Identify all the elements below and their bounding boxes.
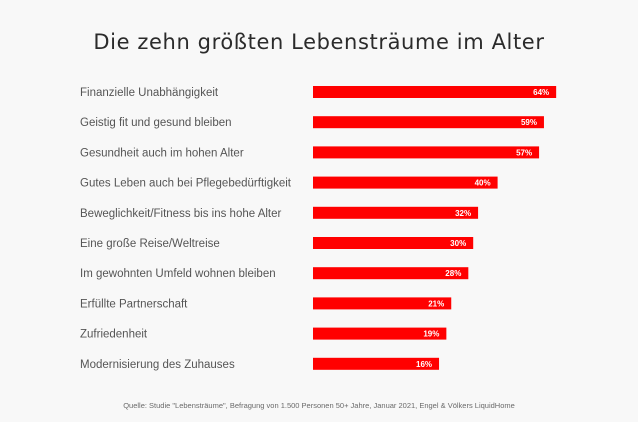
category-label: Modernisierung des Zuhauses bbox=[80, 359, 235, 371]
category-label: Im gewohnten Umfeld wohnen bleiben bbox=[80, 268, 276, 280]
category-label: Zufriedenheit bbox=[80, 329, 148, 341]
bar bbox=[313, 297, 452, 310]
chart-title: Die zehn größten Lebensträume im Alter bbox=[93, 30, 545, 54]
value-label: 64% bbox=[533, 88, 549, 97]
bar bbox=[313, 237, 474, 249]
bar bbox=[313, 146, 540, 159]
bar bbox=[313, 267, 469, 280]
bar bbox=[313, 206, 479, 219]
bar bbox=[313, 327, 447, 340]
category-label: Finanzielle Unabhängigkeit bbox=[80, 87, 219, 99]
value-label: 30% bbox=[450, 239, 466, 248]
value-label: 28% bbox=[445, 269, 461, 278]
value-label: 57% bbox=[516, 148, 532, 157]
category-label: Gutes Leben auch bei Pflegebedürftigkeit bbox=[80, 178, 292, 190]
category-label: Eine große Reise/Weltreise bbox=[80, 238, 220, 250]
value-label: 19% bbox=[423, 330, 439, 339]
bar bbox=[313, 357, 440, 370]
value-label: 32% bbox=[455, 209, 471, 218]
value-label: 16% bbox=[416, 360, 432, 369]
bar bbox=[313, 116, 544, 129]
category-label: Gesundheit auch im hohen Alter bbox=[80, 147, 244, 159]
bar bbox=[313, 86, 557, 98]
category-label: Erfüllte Partnerschaft bbox=[80, 298, 188, 310]
value-label: 59% bbox=[521, 118, 537, 127]
source-note: Quelle: Studie "Lebensträume", Befragung… bbox=[123, 401, 515, 410]
value-label: 21% bbox=[428, 299, 444, 308]
bar bbox=[313, 176, 498, 189]
value-label: 40% bbox=[475, 179, 491, 188]
category-label: Geistig fit und gesund bleiben bbox=[80, 117, 232, 129]
category-label: Beweglichkeit/Fitness bis ins hohe Alter bbox=[80, 208, 282, 220]
